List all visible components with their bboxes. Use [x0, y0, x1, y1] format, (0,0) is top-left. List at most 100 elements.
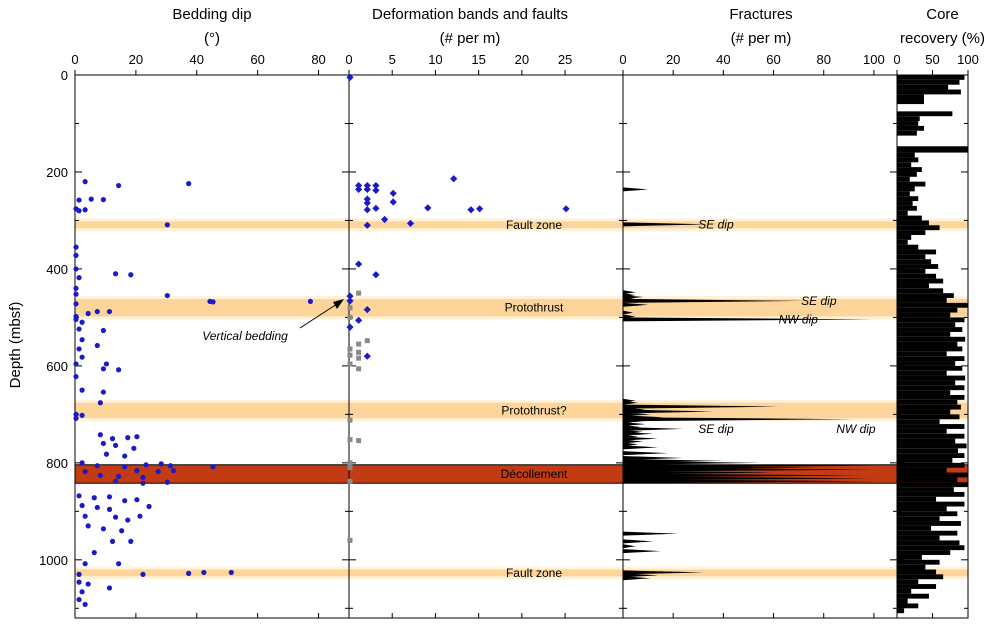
core-recovery-bar [897, 259, 932, 265]
deformation-band-point [363, 306, 371, 314]
fracture-bar [623, 576, 651, 581]
zone-label: Fault zone [506, 218, 562, 232]
bedding-dip-point [91, 495, 97, 501]
core-recovery-bar [897, 111, 953, 117]
bedding-dip-point [79, 354, 85, 360]
bedding-dip-point [140, 474, 146, 481]
fracture-bar [623, 445, 659, 450]
fracture-bar [623, 317, 874, 322]
bedding-dip-point [97, 432, 103, 438]
deformation-band-point [372, 181, 380, 190]
core-recovery-bar [897, 545, 965, 551]
fault-point [347, 305, 353, 311]
panel-title: Bedding dip [172, 6, 251, 23]
fracture-bar [623, 442, 639, 447]
bedding-dip-point [116, 182, 122, 189]
y-tick-label: 1000 [39, 553, 68, 568]
x-tick-label: 60 [250, 52, 264, 67]
fracture-bar [623, 539, 654, 544]
deformation-band-point [363, 221, 371, 229]
bedding-dip-point [143, 462, 149, 468]
core-recovery-bar [897, 157, 919, 163]
fracture-bar [623, 431, 654, 436]
panel-frame [622, 74, 898, 619]
fracture-bar [623, 419, 644, 424]
fault-point [347, 537, 353, 543]
x-tick-label: 5 [389, 52, 396, 67]
vertical-bedding-arrowhead [333, 299, 344, 309]
deformation-band-point [562, 205, 570, 213]
zone-band [75, 569, 968, 577]
deformation-band-point [467, 206, 475, 214]
core-recovery-bar [897, 322, 956, 328]
deformation-band-point [363, 199, 371, 207]
core-recovery-bar [897, 210, 908, 216]
bedding-dip-point [170, 468, 177, 474]
core-recovery-bar [897, 458, 953, 463]
bedding-dip-point [79, 460, 85, 466]
deformation-band-point [372, 271, 380, 279]
core-recovery-bar [897, 409, 951, 415]
deformation-band-point [424, 204, 432, 212]
core-recovery-bar [897, 201, 913, 206]
x-tick-label: 100 [863, 52, 885, 67]
panel-subtitle: (# per m) [731, 30, 792, 47]
bedding-dip-point [94, 308, 100, 315]
zone-band [75, 298, 968, 317]
core-recovery-bar [897, 521, 961, 526]
fault-point [347, 478, 353, 484]
zone-label: Protothrust [505, 301, 564, 315]
zone-label: Décollement [501, 467, 568, 481]
core-recovery-bar [897, 433, 965, 439]
fracture-dip-label: SE dip [801, 294, 837, 308]
core-recovery-bar [897, 496, 937, 502]
deformation-band-point [355, 181, 363, 190]
fracture-bar [623, 302, 649, 307]
core-recovery-bar [897, 116, 920, 122]
core-recovery-bar [897, 273, 937, 279]
core-recovery-bar [897, 152, 915, 158]
core-recovery-bar [897, 79, 960, 85]
fault-point [347, 417, 353, 423]
bedding-dip-point [137, 513, 143, 519]
bedding-dip-point [76, 596, 82, 603]
y-tick-label: 200 [46, 165, 68, 180]
core-recovery-bar [897, 404, 961, 410]
core-recovery-bar [897, 278, 944, 284]
core-recovery-bar [897, 298, 947, 303]
fault-point [356, 341, 362, 347]
core-recovery-bar [897, 225, 940, 231]
fracture-bar [623, 187, 649, 192]
bedding-dip-point [158, 461, 164, 467]
bedding-dip-point [73, 373, 79, 380]
fracture-bar [623, 473, 862, 478]
bedding-dip-point [100, 526, 106, 532]
core-recovery-bar [897, 501, 965, 507]
zone-label: Protothrust? [501, 403, 567, 417]
bedding-dip-point [116, 561, 122, 567]
fracture-dip-label: NW dip [779, 312, 819, 326]
core-recovery-bar [897, 579, 919, 585]
fracture-dip-label: NW dip [836, 422, 876, 436]
core-recovery-bar [897, 162, 912, 168]
core-recovery-bar [897, 559, 940, 565]
bedding-dip-point [210, 464, 216, 470]
bedding-dip-point [167, 463, 173, 469]
panel-frame [74, 74, 350, 619]
core-recovery-bar [897, 341, 958, 347]
fault-point [347, 314, 353, 320]
fracture-bar [623, 417, 854, 422]
bedding-dip-point [119, 528, 125, 534]
bedding-dip-point [109, 538, 116, 544]
bedding-dip-point [100, 327, 106, 334]
core-recovery-bar [897, 121, 919, 126]
core-recovery-bar [897, 438, 956, 444]
vertical-bedding-arrow [299, 303, 338, 329]
fracture-bar [623, 290, 636, 295]
core-recovery-bar [897, 361, 956, 366]
x-tick-label: 25 [558, 52, 572, 67]
deformation-band-point [406, 219, 415, 227]
x-tick-label: 15 [471, 52, 485, 67]
y-tick-label: 800 [46, 456, 68, 471]
